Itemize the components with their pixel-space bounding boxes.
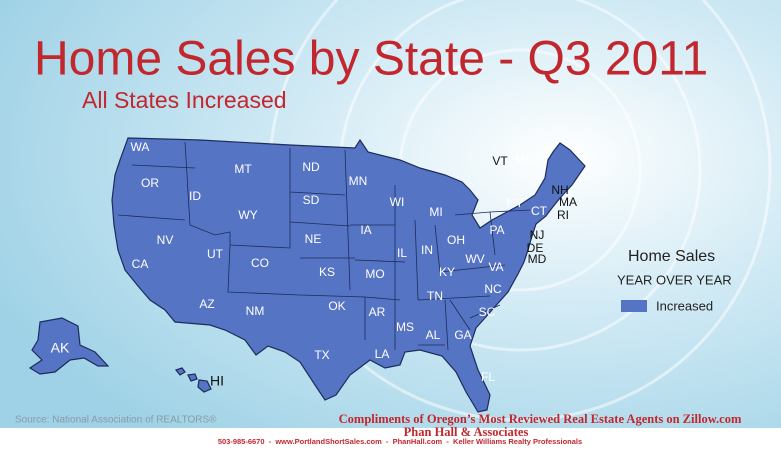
state-label: CO [251,256,269,270]
state-label: WY [238,208,257,222]
state-label: MN [349,174,368,188]
state-label: NE [305,232,322,246]
state-label: FL [481,370,495,384]
state-label: TX [314,348,329,362]
state-label: AK [51,340,70,356]
state-label: MI [429,205,442,219]
subtitle: All States Increased [82,87,287,113]
state-label: NJ [530,228,545,242]
alaska [28,317,110,375]
state-label: VT [492,154,508,168]
state-label: UT [207,247,224,261]
legend-swatch [621,300,647,312]
state-label: MT [234,162,252,176]
state-label: OK [328,299,345,313]
state-label: WA [131,140,150,154]
us-map [28,137,586,413]
legend-title: Home Sales [628,248,715,265]
state-label: MS [396,320,414,334]
state-label: ID [189,189,201,203]
state-label: ME [515,152,533,166]
state-borders [117,141,531,351]
state-label: MD [528,252,547,266]
state-label: DE [527,241,544,255]
state-label: WI [390,195,405,209]
state-label: RI [557,208,569,222]
state-label: NH [551,183,568,197]
state-label: VA [488,260,503,274]
state-label: GA [454,328,471,342]
state-label: CT [531,204,548,218]
state-label: WV [465,252,484,266]
state-label: NM [246,304,265,318]
state-label: PA [489,223,504,237]
state-label: OR [141,176,159,190]
credit-line: Compliments of Oregon’s Most Reviewed Re… [339,412,742,426]
state-label: NV [157,233,174,247]
legend-subtitle: YEAR OVER YEAR [617,272,732,287]
footer-band [0,428,781,448]
state-label: MA [559,195,577,209]
contiguous-us [111,137,586,413]
state-label: MO [365,267,384,281]
state-label: NY [507,196,524,210]
state-label: SD [303,193,320,207]
state-label: NC [484,282,502,296]
state-label: HI [210,373,224,389]
state-label: SC [479,305,496,319]
hawaii [174,367,212,393]
credit-name: Phan Hall & Associates [404,425,529,439]
source: Source: National Association of REALTORS… [15,415,217,426]
state-label: IL [397,246,407,260]
state-label: AR [369,305,386,319]
state-label: AZ [199,297,214,311]
state-label: IN [421,243,433,257]
state-label: CA [132,257,149,271]
state-label: IA [360,223,371,237]
state-label: KY [439,265,455,279]
state-label: AL [426,328,441,342]
state-label: KS [319,265,335,279]
state-label: ND [302,160,320,174]
state-label: OH [447,233,465,247]
title: Home Sales by State - Q3 2011 [34,33,708,86]
state-labels: WA OR CA ID NV MT WY UT AZ CO NM ND SD NE KS OK TX MN IA MO… [51,140,577,389]
state-label: LA [375,347,390,361]
legend-item: Increased [656,298,713,313]
footer: 503-985-6670 - www.PortlandShortSales.co… [218,437,582,446]
state-label: TN [427,289,443,303]
